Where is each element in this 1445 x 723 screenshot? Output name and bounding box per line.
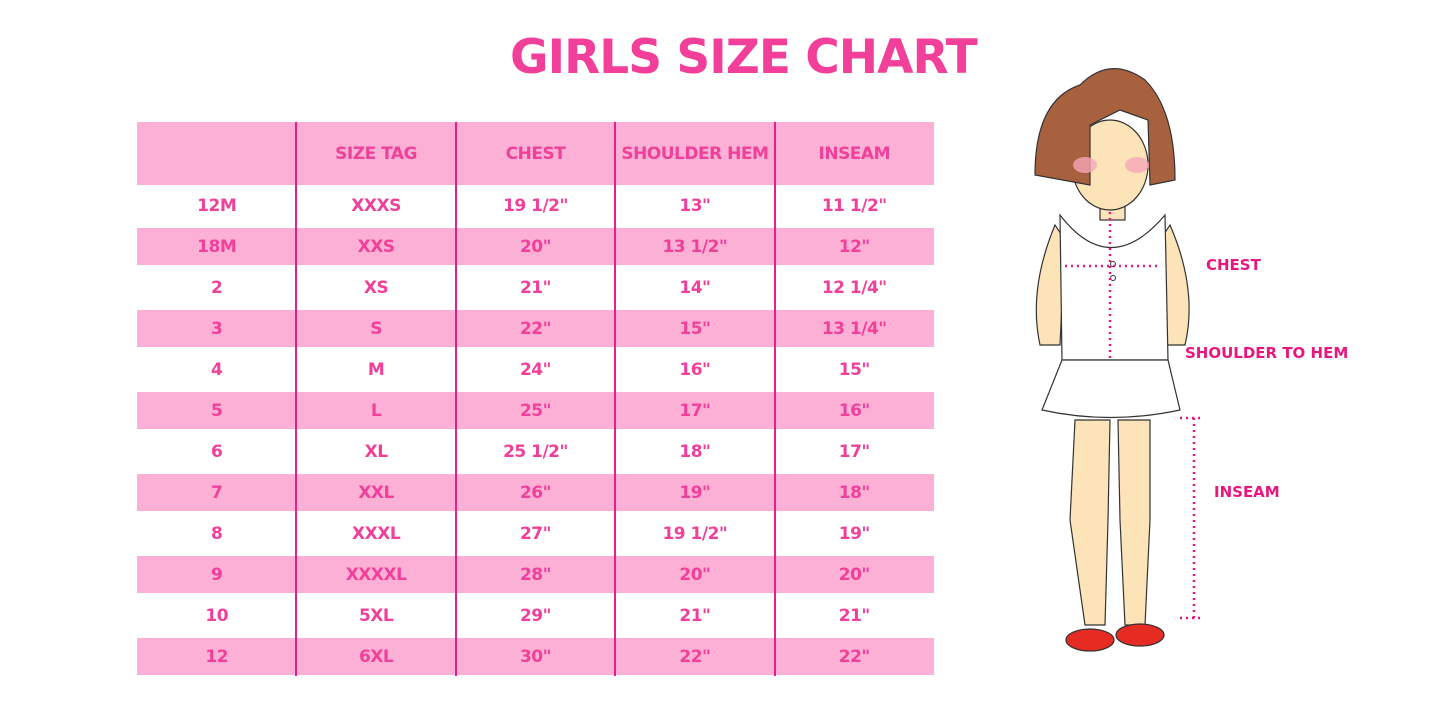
table-cell: 13 1/4" (821, 318, 887, 339)
column-divider (773, 122, 776, 676)
table-cell: XXXL (352, 523, 401, 544)
girl-illustration (1034, 68, 1200, 652)
table-cell: 17" (679, 400, 711, 421)
table-row: 7 XXL 26" 19" 18" (137, 474, 934, 511)
table-row: 12 6XL 30" 22" 22" (137, 638, 934, 675)
table-cell: XXXXL (345, 564, 407, 585)
size-table: SIZE TAG CHEST SHOULDER HEM INSEAM 12M XXXS 19… (137, 122, 934, 677)
table-cell: 8 (211, 523, 223, 544)
table-cell: 12M (197, 195, 237, 216)
table-cell: 18" (838, 482, 871, 503)
table-cell: 5XL (358, 605, 394, 626)
table-cell: 26" (519, 482, 552, 503)
table-cell: 6XL (358, 646, 394, 667)
table-cell: XL (364, 441, 388, 462)
table-cell: 13 1/2" (662, 236, 728, 257)
table-cell: 21" (679, 605, 711, 626)
table-cell: 13" (679, 195, 711, 216)
page-title: GIRLS SIZE CHART (510, 30, 978, 85)
table-cell: 12 (205, 646, 229, 667)
column-divider (614, 122, 617, 676)
table-cell: 2 (211, 277, 223, 298)
shoulder-to-hem-label: SHOULDER TO HEM (1185, 344, 1349, 362)
table-cell: 15" (679, 318, 711, 339)
table-cell: XXXS (351, 195, 401, 216)
table-cell: 19" (838, 523, 871, 544)
column-divider (295, 122, 298, 676)
table-cell: 14" (679, 277, 711, 298)
column-header: SIZE TAG (335, 143, 417, 164)
table-cell: 19 1/2" (503, 195, 568, 216)
table-cell: 29" (519, 605, 552, 626)
table-row: 8 XXXL 27" 19 1/2" 19" (137, 513, 934, 554)
chest-label: CHEST (1206, 256, 1261, 274)
table-row: 18M XXS 20" 13 1/2" 12" (137, 228, 934, 265)
column-header: CHEST (505, 143, 566, 164)
inseam-label: INSEAM (1214, 483, 1280, 501)
table-cell: 10 (205, 605, 229, 626)
table-cell: 19" (679, 482, 711, 503)
table-row: 6 XL 25 1/2" 18" 17" (137, 431, 934, 472)
table-cell: 20" (679, 564, 711, 585)
table-cell: 15" (838, 359, 871, 380)
table-cell: 16" (679, 359, 711, 380)
table-cell: L (370, 400, 382, 421)
table-cell: 28" (519, 564, 552, 585)
table-cell: 4 (211, 359, 223, 380)
table-row: 12M XXXS 19 1/2" 13" 11 1/2" (137, 185, 934, 226)
table-cell: 6 (211, 441, 223, 462)
table-row: 4 M 24" 16" 15" (137, 349, 934, 390)
column-header: INSEAM (818, 143, 891, 164)
table-cell: 20" (838, 564, 871, 585)
table-cell: 25 1/2" (503, 441, 568, 462)
table-cell: 17" (838, 441, 871, 462)
table-cell: 21" (519, 277, 552, 298)
table-cell: 18" (679, 441, 711, 462)
table-row: 9 XXXXL 28" 20" 20" (137, 556, 934, 593)
column-divider (454, 122, 457, 676)
column-header: SHOULDER HEM (621, 143, 769, 164)
table-cell: 3 (211, 318, 223, 339)
table-cell: 18M (197, 236, 237, 257)
table-cell: 24" (519, 359, 552, 380)
table-row: 5 L 25" 17" 16" (137, 392, 934, 429)
table-cell: 19 1/2" (662, 523, 728, 544)
table-cell: 30" (519, 646, 552, 667)
table-cell: 9 (211, 564, 223, 585)
table-row: 3 S 22" 15" 13 1/4" (137, 310, 934, 347)
table-cell: XS (363, 277, 389, 298)
table-cell: 11 1/2" (821, 195, 887, 216)
table-cell: 7 (211, 482, 223, 503)
table-cell: XXS (357, 236, 395, 257)
table-cell: 25" (519, 400, 552, 421)
table-cell: 16" (838, 400, 871, 421)
table-cell: XXL (358, 482, 394, 503)
table-row: 2 XS 21" 14" 12 1/4" (137, 267, 934, 308)
table-cell: 12 1/4" (821, 277, 887, 298)
header-row: SIZE TAG CHEST SHOULDER HEM INSEAM (137, 122, 934, 185)
table-cell: M (367, 359, 385, 380)
table-cell: 5 (211, 400, 223, 421)
table-cell: 27" (519, 523, 552, 544)
table-cell: 21" (838, 605, 871, 626)
table-cell: S (370, 318, 382, 339)
table-cell: 20" (519, 236, 552, 257)
table-row: 10 5XL 29" 21" 21" (137, 595, 934, 636)
table-cell: 12" (838, 236, 871, 257)
table-cell: 22" (838, 646, 871, 667)
table-cell: 22" (679, 646, 711, 667)
table-cell: 22" (519, 318, 552, 339)
